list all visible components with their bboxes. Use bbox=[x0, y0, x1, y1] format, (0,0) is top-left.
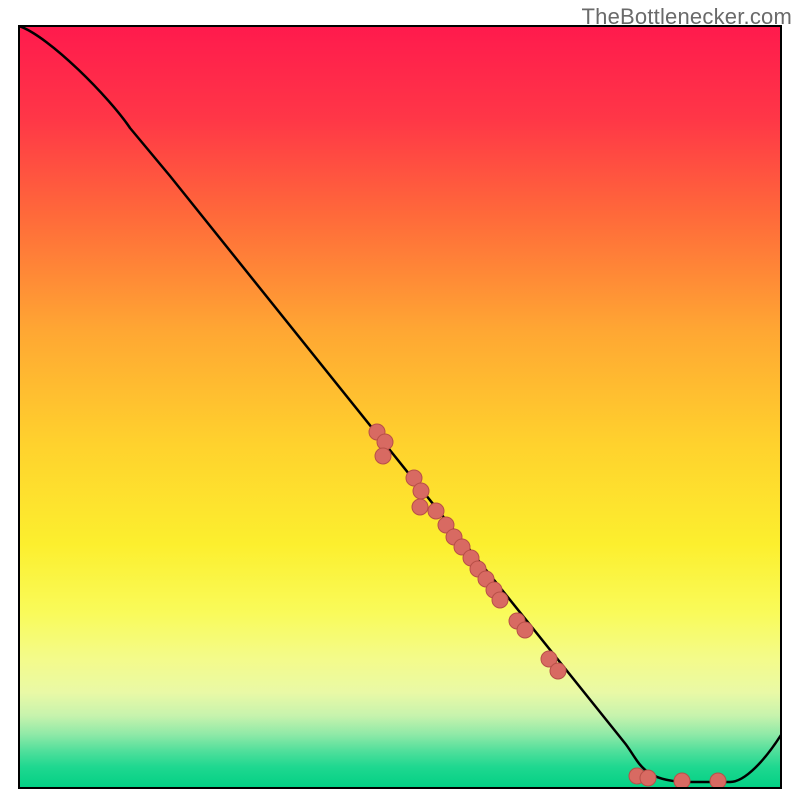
chart-svg bbox=[0, 0, 800, 800]
data-point bbox=[710, 773, 726, 789]
data-point bbox=[674, 773, 690, 789]
data-point bbox=[375, 448, 391, 464]
data-point bbox=[517, 622, 533, 638]
data-point bbox=[550, 663, 566, 679]
bottleneck-chart: TheBottlenecker.com bbox=[0, 0, 800, 800]
data-point bbox=[428, 503, 444, 519]
data-point bbox=[412, 499, 428, 515]
watermark-text: TheBottlenecker.com bbox=[582, 4, 792, 30]
data-point bbox=[377, 434, 393, 450]
data-point bbox=[640, 770, 656, 786]
data-point bbox=[492, 592, 508, 608]
data-point bbox=[413, 483, 429, 499]
gradient-background bbox=[19, 26, 781, 788]
